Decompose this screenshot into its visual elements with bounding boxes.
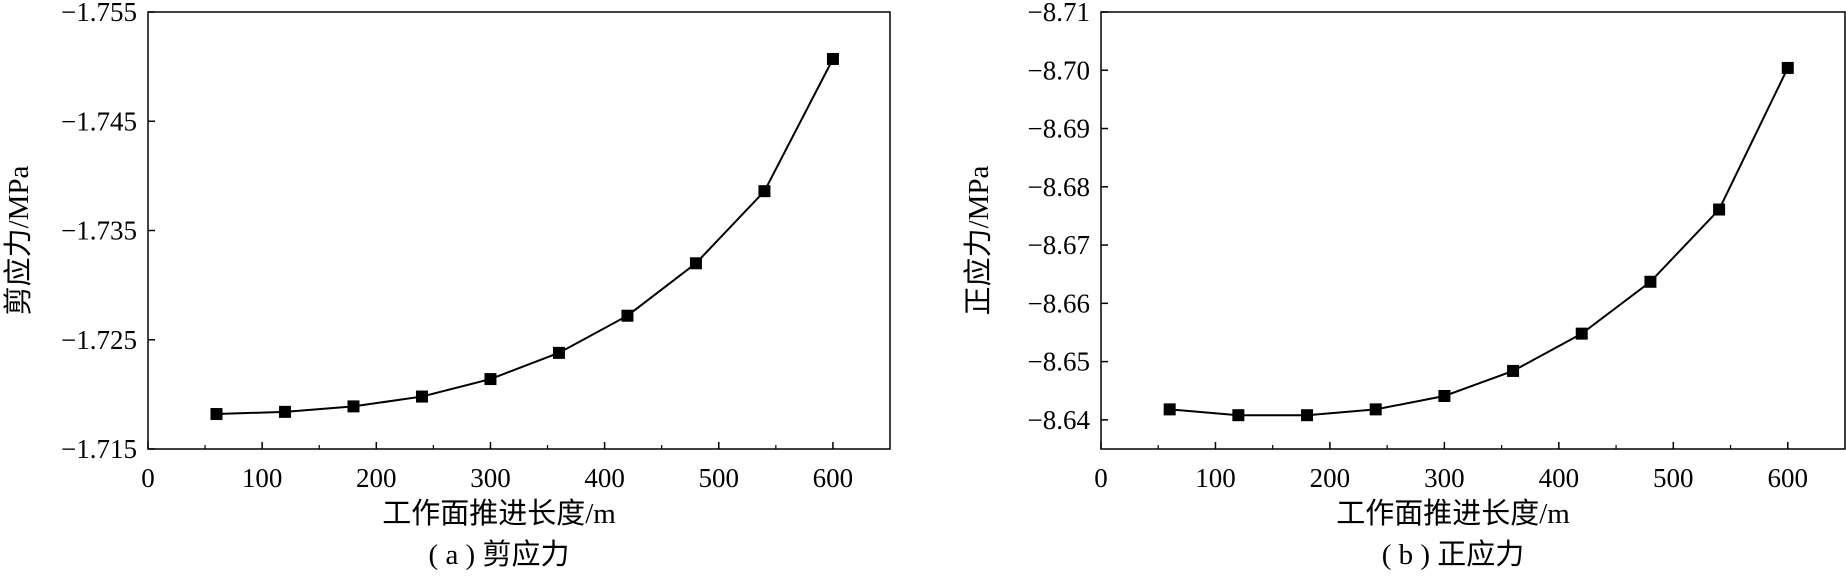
chart-caption: ( a ) 剪应力 — [429, 538, 570, 571]
x-tick-label: 300 — [470, 463, 511, 493]
data-point — [758, 185, 771, 198]
x-tick-label: 500 — [699, 463, 740, 493]
data-point — [1301, 409, 1314, 422]
x-tick-label: 100 — [1195, 463, 1236, 493]
y-tick-label: −8.64 — [1028, 405, 1091, 435]
y-axis-title: 正应力/MPa — [962, 165, 995, 315]
x-tick-label: 400 — [1539, 463, 1580, 493]
chart-normal-stress: 0 100 200 300 400 500 600 −8.71 −8.70 −8.69 −8.68 −… — [962, 0, 1846, 571]
data-point — [1713, 203, 1726, 216]
data-point — [415, 390, 428, 403]
plot-frame — [1100, 11, 1846, 450]
series-line — [1169, 67, 1789, 417]
data-point — [689, 257, 702, 270]
chart-caption: ( b ) 正应力 — [1382, 538, 1525, 571]
x-tick-label: 600 — [813, 463, 854, 493]
y-tick-label: −1.745 — [61, 106, 137, 136]
data-point — [1163, 403, 1176, 416]
data-point — [1644, 275, 1657, 288]
y-tick-label: −1.755 — [61, 0, 137, 27]
plot-frame — [147, 11, 891, 450]
x-axis-title: 工作面推进长度/m — [382, 497, 616, 530]
data-point — [1232, 409, 1245, 422]
data-point — [484, 373, 497, 386]
series-line — [216, 58, 834, 416]
data-point — [1575, 327, 1588, 340]
data-point — [621, 309, 634, 322]
data-point — [1438, 389, 1451, 402]
data-point — [1369, 403, 1382, 416]
y-tick-label: −8.68 — [1028, 172, 1090, 202]
x-tick-label: 300 — [1424, 463, 1465, 493]
data-point — [1507, 364, 1520, 377]
data-point — [826, 52, 839, 65]
x-tick-label: 200 — [356, 463, 397, 493]
x-tick-label: 600 — [1768, 463, 1809, 493]
y-tick-label: −1.735 — [61, 216, 137, 246]
x-tick-label: 500 — [1653, 463, 1694, 493]
y-tick-label: −8.70 — [1028, 55, 1090, 85]
y-tick-label: −8.66 — [1028, 288, 1090, 318]
x-tick-label: 0 — [1094, 463, 1108, 493]
y-axis-title: 剪应力/MPa — [2, 165, 35, 315]
data-point — [552, 346, 565, 359]
data-point — [278, 405, 291, 418]
x-tick-label: 200 — [1310, 463, 1351, 493]
x-axis-title: 工作面推进长度/m — [1336, 497, 1570, 530]
y-tick-label: −8.65 — [1028, 347, 1090, 377]
y-tick-label: −8.69 — [1028, 114, 1090, 144]
data-point — [1781, 61, 1794, 74]
y-tick-label: −1.715 — [61, 434, 137, 464]
chart-shear-stress: 0 100 200 300 400 500 600 −1.755 −1.745 −1.735 −1.… — [2, 0, 891, 571]
x-tick-label: 100 — [242, 463, 283, 493]
y-tick-label: −1.725 — [61, 325, 137, 355]
x-tick-label: 400 — [584, 463, 625, 493]
data-point — [210, 408, 223, 421]
data-point — [347, 400, 360, 413]
y-tick-label: −8.71 — [1028, 0, 1090, 27]
x-tick-label: 0 — [141, 463, 155, 493]
y-tick-label: −8.67 — [1028, 230, 1090, 260]
